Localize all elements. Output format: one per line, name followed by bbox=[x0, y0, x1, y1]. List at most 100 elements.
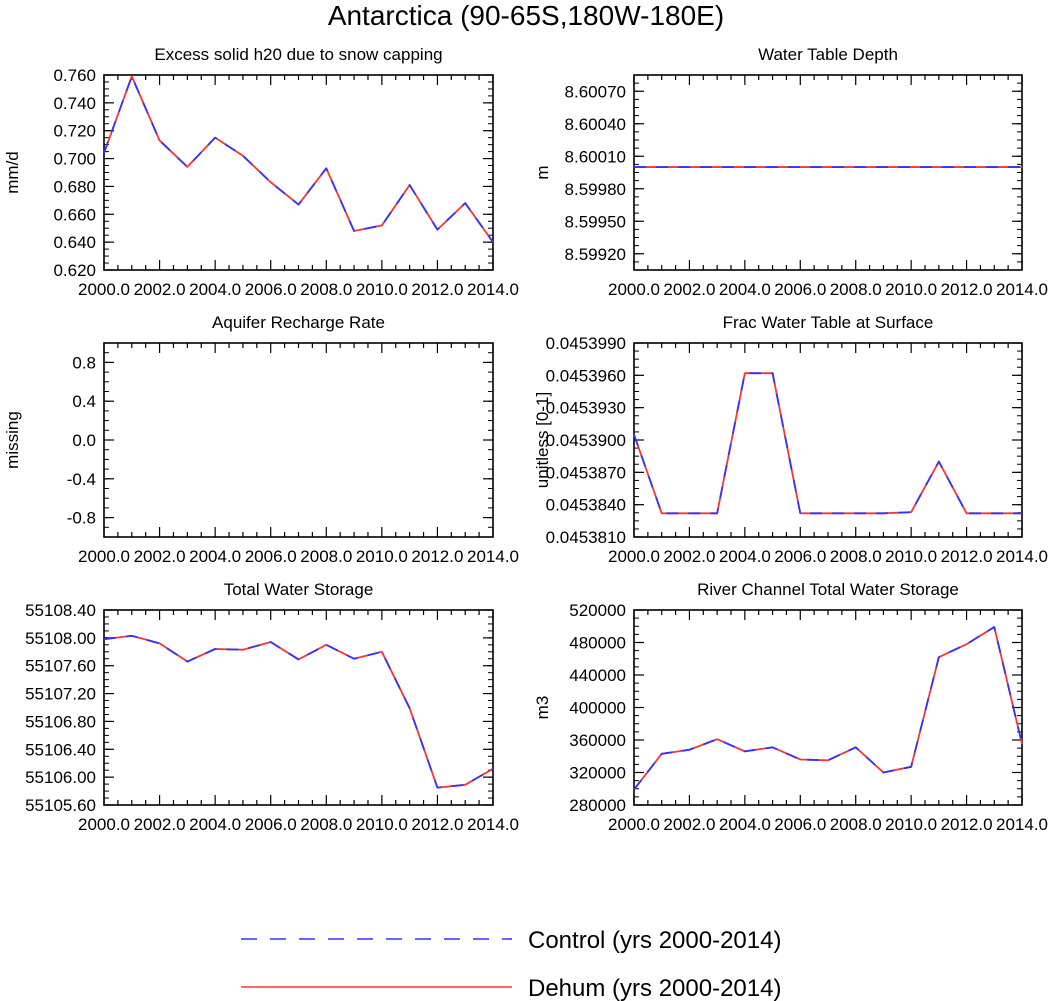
x-tick-label: 2006.0 bbox=[774, 815, 826, 834]
x-tick-label: 2002.0 bbox=[663, 280, 715, 299]
x-tick-label: 2014.0 bbox=[467, 815, 519, 834]
panel-title: Aquifer Recharge Rate bbox=[212, 313, 385, 332]
y-tick-label: 0.760 bbox=[53, 66, 96, 85]
y-tick-label: -0.4 bbox=[67, 470, 96, 489]
y-tick-label: 0.640 bbox=[53, 233, 96, 252]
x-tick-label: 2006.0 bbox=[774, 280, 826, 299]
x-tick-label: 2014.0 bbox=[996, 280, 1048, 299]
legend-control-label: Control (yrs 2000-2014) bbox=[528, 927, 781, 954]
x-tick-label: 2000.0 bbox=[608, 280, 660, 299]
x-tick-label: 2014.0 bbox=[467, 547, 519, 566]
y-tick-label: 55108.00 bbox=[25, 629, 96, 648]
x-tick-label: 2010.0 bbox=[356, 280, 408, 299]
plot-frame bbox=[103, 74, 494, 271]
panel-title: Total Water Storage bbox=[224, 580, 374, 599]
x-tick-label: 2008.0 bbox=[830, 280, 882, 299]
y-tick-label: -0.8 bbox=[67, 509, 96, 528]
x-tick-label: 2002.0 bbox=[134, 280, 186, 299]
y-tick-label: 0.620 bbox=[53, 261, 96, 280]
y-axis-label: unitless [0-1] bbox=[533, 392, 552, 488]
y-tick-label: 0.0453990 bbox=[546, 334, 626, 353]
control-series-line bbox=[103, 634, 494, 789]
dehum-series-line bbox=[103, 75, 494, 243]
x-tick-label: 2002.0 bbox=[663, 547, 715, 566]
y-tick-label: 0.720 bbox=[53, 122, 96, 141]
y-tick-label: 0.0453840 bbox=[546, 496, 626, 515]
x-tick-label: 2006.0 bbox=[245, 815, 297, 834]
x-tick-label: 2008.0 bbox=[830, 815, 882, 834]
y-tick-label: 55106.80 bbox=[25, 712, 96, 731]
x-tick-label: 2000.0 bbox=[78, 547, 130, 566]
y-tick-label: 8.60040 bbox=[565, 115, 626, 134]
y-tick-label: 0.660 bbox=[53, 205, 96, 224]
dehum-series-line bbox=[633, 372, 1022, 515]
x-tick-label: 2006.0 bbox=[245, 280, 297, 299]
plot-frame bbox=[103, 609, 494, 806]
y-tick-label: 520000 bbox=[569, 601, 626, 620]
x-tick-label: 2014.0 bbox=[996, 815, 1048, 834]
x-tick-label: 2004.0 bbox=[719, 280, 771, 299]
y-tick-label: 0.0453960 bbox=[546, 366, 626, 385]
legend-dehum-label: Dehum (yrs 2000-2014) bbox=[528, 975, 781, 1001]
y-tick-label: 8.59920 bbox=[565, 245, 626, 264]
x-tick-label: 2000.0 bbox=[608, 547, 660, 566]
y-axis-label: m bbox=[533, 165, 552, 179]
control-series-line bbox=[103, 75, 494, 243]
dehum-series-line bbox=[633, 626, 1023, 791]
x-tick-label: 2014.0 bbox=[996, 547, 1048, 566]
x-tick-label: 2012.0 bbox=[941, 280, 993, 299]
y-tick-label: 55107.20 bbox=[25, 685, 96, 704]
x-tick-label: 2010.0 bbox=[356, 815, 408, 834]
y-tick-label: 0.0 bbox=[72, 431, 96, 450]
plot-frame bbox=[103, 342, 494, 538]
y-tick-label: 0.0453900 bbox=[546, 431, 626, 450]
plot-frame bbox=[633, 74, 1023, 271]
y-axis-label: missing bbox=[3, 411, 22, 469]
x-tick-label: 2004.0 bbox=[189, 815, 241, 834]
x-tick-label: 2004.0 bbox=[189, 280, 241, 299]
y-tick-label: 280000 bbox=[569, 796, 626, 815]
y-tick-label: 0.0453870 bbox=[546, 463, 626, 482]
y-tick-label: 0.4 bbox=[72, 392, 96, 411]
x-tick-label: 2006.0 bbox=[774, 547, 826, 566]
y-tick-label: 0.0453930 bbox=[546, 399, 626, 418]
y-tick-label: 55108.40 bbox=[25, 601, 96, 620]
y-tick-label: 360000 bbox=[569, 731, 626, 750]
y-tick-label: 0.740 bbox=[53, 94, 96, 113]
x-tick-label: 2000.0 bbox=[608, 815, 660, 834]
control-series-line bbox=[633, 372, 1022, 515]
y-axis-label: mm/d bbox=[3, 151, 22, 194]
y-tick-label: 8.59950 bbox=[565, 212, 626, 231]
x-tick-label: 2010.0 bbox=[885, 547, 937, 566]
x-tick-label: 2004.0 bbox=[719, 547, 771, 566]
x-tick-label: 2006.0 bbox=[245, 547, 297, 566]
y-tick-label: 55105.60 bbox=[25, 796, 96, 815]
main-title: Antarctica (90-65S,180W-180E) bbox=[327, 0, 725, 31]
y-tick-label: 0.0453810 bbox=[546, 528, 626, 547]
y-tick-label: 8.60070 bbox=[565, 82, 626, 101]
x-tick-label: 2002.0 bbox=[134, 815, 186, 834]
x-tick-label: 2014.0 bbox=[467, 280, 519, 299]
x-tick-label: 2000.0 bbox=[78, 280, 130, 299]
panel-title: River Channel Total Water Storage bbox=[697, 580, 959, 599]
control-series-line bbox=[633, 626, 1023, 791]
x-tick-label: 2002.0 bbox=[663, 815, 715, 834]
y-axis-label: m3 bbox=[533, 696, 552, 720]
x-tick-label: 2004.0 bbox=[189, 547, 241, 566]
x-tick-label: 2008.0 bbox=[300, 280, 352, 299]
y-tick-label: 8.60010 bbox=[565, 147, 626, 166]
y-tick-label: 320000 bbox=[569, 764, 626, 783]
x-tick-label: 2010.0 bbox=[885, 815, 937, 834]
y-tick-label: 400000 bbox=[569, 699, 626, 718]
panel-title: Frac Water Table at Surface bbox=[723, 313, 934, 332]
y-tick-label: 0.700 bbox=[53, 150, 96, 169]
panel-title: Water Table Depth bbox=[758, 45, 898, 64]
y-tick-label: 55107.60 bbox=[25, 657, 96, 676]
x-tick-label: 2008.0 bbox=[300, 815, 352, 834]
x-tick-label: 2000.0 bbox=[78, 815, 130, 834]
panel-title: Excess solid h20 due to snow capping bbox=[154, 45, 442, 64]
y-tick-label: 55106.40 bbox=[25, 740, 96, 759]
x-tick-label: 2012.0 bbox=[411, 815, 463, 834]
x-tick-label: 2010.0 bbox=[356, 547, 408, 566]
